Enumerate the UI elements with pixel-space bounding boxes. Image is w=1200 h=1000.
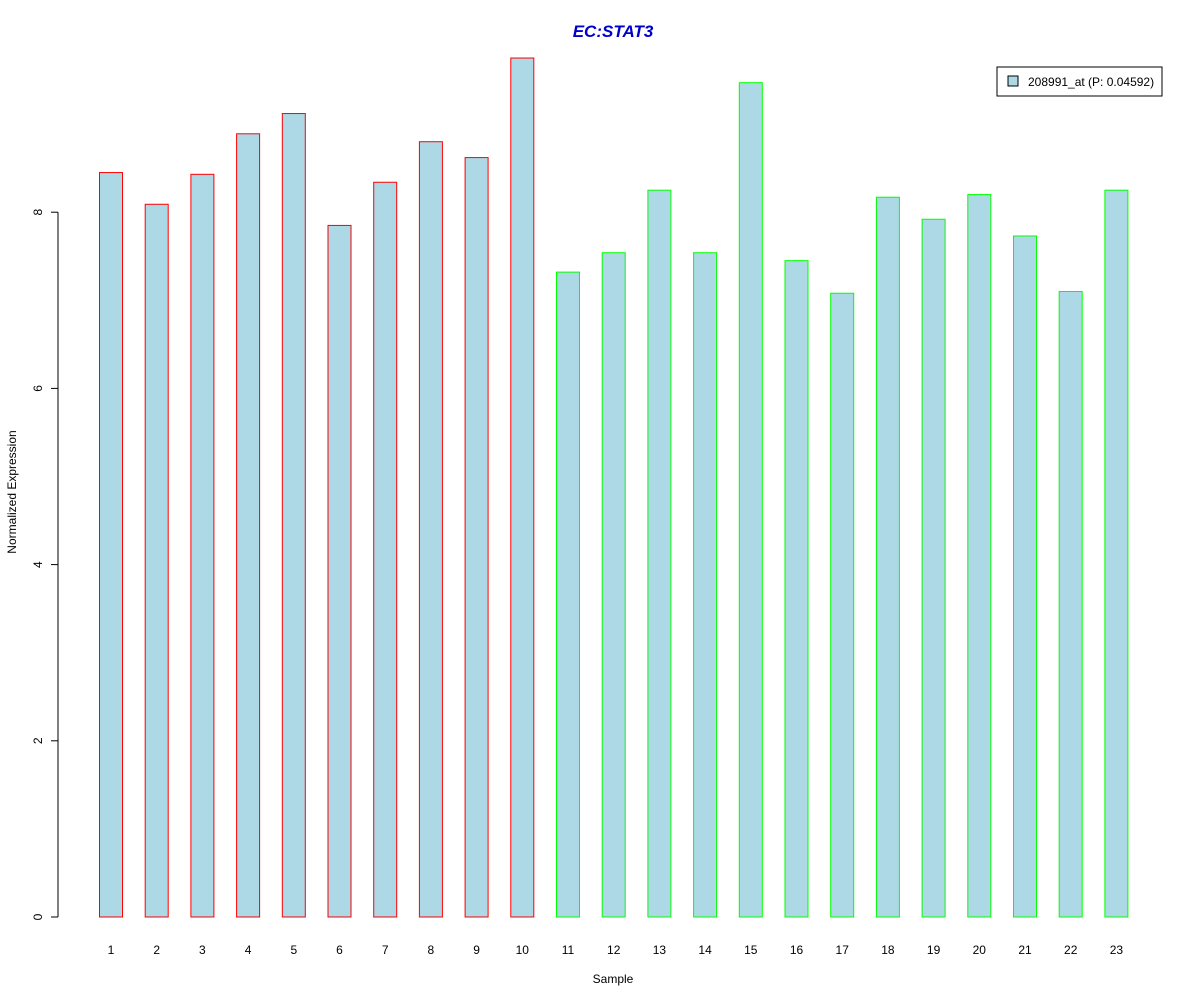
- y-tick-label: 8: [31, 209, 45, 216]
- legend-label: 208991_at (P: 0.04592): [1028, 75, 1154, 89]
- x-tick-label: 22: [1064, 943, 1078, 957]
- y-tick-label: 2: [31, 737, 45, 744]
- bar-sample-8: [418, 141, 443, 918]
- x-axis-title: Sample: [593, 972, 634, 986]
- bar-sample-22: [1058, 290, 1083, 918]
- chart-title: EC:STAT3: [573, 22, 654, 41]
- x-tick-label: 6: [336, 943, 343, 957]
- bar-sample-2: [144, 203, 169, 918]
- x-tick-label: 10: [516, 943, 530, 957]
- bar-sample-5: [281, 113, 306, 918]
- bar-sample-23: [1104, 189, 1129, 918]
- y-axis: 0 2 4 6 8: [31, 209, 59, 920]
- x-tick-label: 4: [245, 943, 252, 957]
- y-tick-label: 0: [31, 913, 45, 920]
- bar-sample-14: [693, 252, 718, 918]
- y-axis-title: Normalized Expression: [5, 430, 19, 553]
- x-tick-label: 5: [290, 943, 297, 957]
- bar-sample-4: [236, 133, 261, 918]
- x-tick-label: 14: [698, 943, 712, 957]
- bar-sample-21: [1013, 235, 1037, 918]
- bar-sample-15: [738, 82, 763, 918]
- bar-sample-17: [830, 292, 855, 918]
- y-tick-label: 4: [31, 561, 45, 568]
- y-tick-label: 6: [31, 385, 45, 392]
- bar-sample-6: [327, 224, 352, 918]
- bar-sample-19: [921, 218, 946, 918]
- x-tick-label: 12: [607, 943, 621, 957]
- x-tick-label: 8: [428, 943, 435, 957]
- bar-sample-16: [784, 260, 809, 918]
- x-tick-label: 9: [473, 943, 480, 957]
- bar-sample-20: [967, 194, 992, 918]
- x-tick-label: 1: [108, 943, 115, 957]
- legend-box: [996, 66, 1163, 97]
- bars-group: [99, 57, 1129, 918]
- x-tick-label: 15: [744, 943, 758, 957]
- x-tick-label: 7: [382, 943, 389, 957]
- x-tick-label: 19: [927, 943, 941, 957]
- x-tick-labels: 1 2 3 4 5 6 7 8 9 10 11 12 13 14 15 16 17 18 19 20 21 22 23: [108, 943, 1124, 957]
- bar-sample-10: [510, 57, 535, 918]
- x-tick-label: 21: [1018, 943, 1032, 957]
- bar-sample-9: [464, 157, 489, 918]
- legend: 208991_at (P: 0.04592): [996, 66, 1163, 97]
- x-tick-label: 18: [881, 943, 895, 957]
- bar-sample-18: [875, 196, 900, 918]
- bar-sample-3: [190, 173, 215, 918]
- bar-sample-7: [373, 181, 398, 918]
- bar-sample-1: [99, 172, 123, 918]
- x-tick-label: 2: [153, 943, 160, 957]
- x-tick-label: 11: [562, 943, 575, 957]
- bar-sample-12: [601, 252, 626, 918]
- x-tick-label: 20: [973, 943, 987, 957]
- legend-swatch: [1007, 75, 1019, 87]
- x-tick-label: 13: [653, 943, 667, 957]
- bar-sample-11: [556, 271, 580, 918]
- x-tick-label: 3: [199, 943, 206, 957]
- x-tick-label: 17: [836, 943, 850, 957]
- bar-sample-13: [647, 189, 672, 918]
- x-tick-label: 23: [1110, 943, 1124, 957]
- x-tick-label: 16: [790, 943, 804, 957]
